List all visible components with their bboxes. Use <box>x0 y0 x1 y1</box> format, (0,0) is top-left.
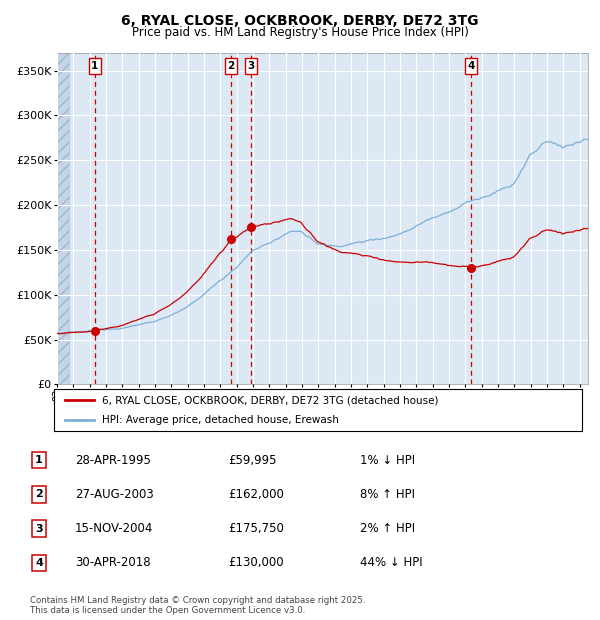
Text: 2: 2 <box>227 61 235 71</box>
Text: 8% ↑ HPI: 8% ↑ HPI <box>360 488 415 501</box>
Text: 2% ↑ HPI: 2% ↑ HPI <box>360 522 415 535</box>
Text: 1: 1 <box>91 61 98 71</box>
Text: 4: 4 <box>35 557 43 568</box>
Text: 1% ↓ HPI: 1% ↓ HPI <box>360 454 415 467</box>
Text: 15-NOV-2004: 15-NOV-2004 <box>75 522 154 535</box>
Text: Price paid vs. HM Land Registry's House Price Index (HPI): Price paid vs. HM Land Registry's House … <box>131 26 469 39</box>
Text: 4: 4 <box>467 61 475 71</box>
Text: 27-AUG-2003: 27-AUG-2003 <box>75 488 154 501</box>
Text: £130,000: £130,000 <box>228 556 284 569</box>
Text: 6, RYAL CLOSE, OCKBROOK, DERBY, DE72 3TG: 6, RYAL CLOSE, OCKBROOK, DERBY, DE72 3TG <box>121 14 479 28</box>
Text: £59,995: £59,995 <box>228 454 277 467</box>
Text: 28-APR-1995: 28-APR-1995 <box>75 454 151 467</box>
Text: Contains HM Land Registry data © Crown copyright and database right 2025.
This d: Contains HM Land Registry data © Crown c… <box>30 596 365 615</box>
Text: 44% ↓ HPI: 44% ↓ HPI <box>360 556 422 569</box>
Text: 3: 3 <box>247 61 255 71</box>
Text: £162,000: £162,000 <box>228 488 284 501</box>
Text: £175,750: £175,750 <box>228 522 284 535</box>
Text: 30-APR-2018: 30-APR-2018 <box>75 556 151 569</box>
Text: 1: 1 <box>35 455 43 466</box>
Text: 6, RYAL CLOSE, OCKBROOK, DERBY, DE72 3TG (detached house): 6, RYAL CLOSE, OCKBROOK, DERBY, DE72 3TG… <box>101 395 438 405</box>
Text: HPI: Average price, detached house, Erewash: HPI: Average price, detached house, Erew… <box>101 415 338 425</box>
Text: 3: 3 <box>35 523 43 534</box>
Text: 2: 2 <box>35 489 43 500</box>
